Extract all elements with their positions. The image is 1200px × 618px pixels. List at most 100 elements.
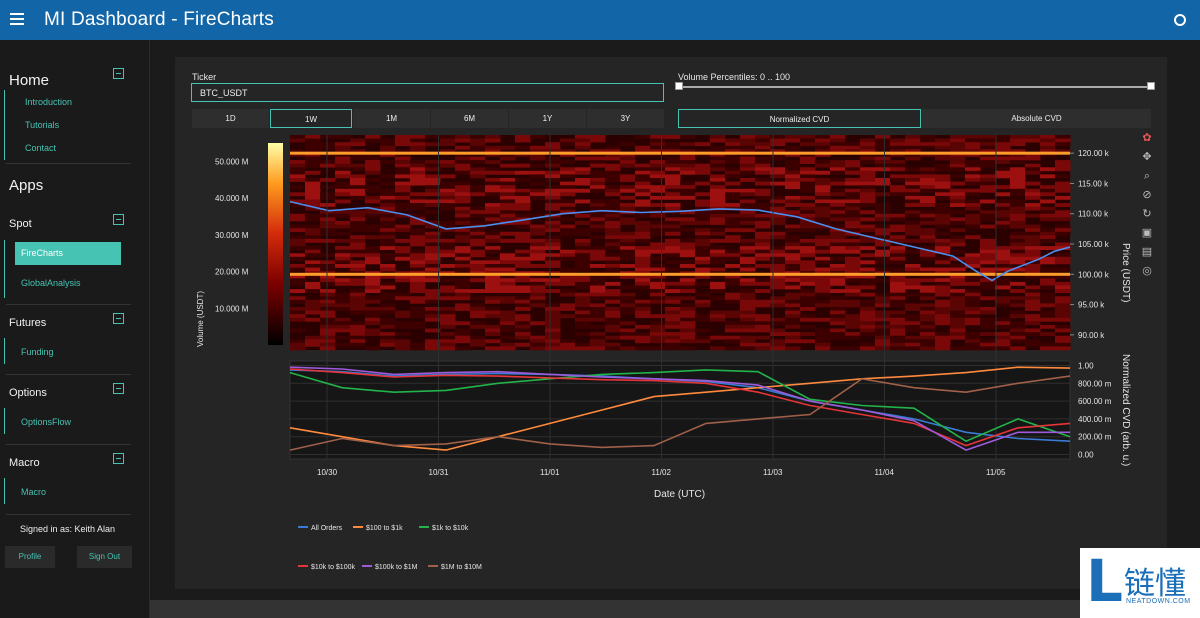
percentile-low-handle[interactable] <box>675 82 683 90</box>
legend-label[interactable]: $100 to $1k <box>366 525 403 532</box>
heatmap-cell <box>845 195 861 200</box>
normalized-cvd-button[interactable]: Normalized CVD <box>678 109 921 128</box>
heatmap-cell <box>470 335 486 340</box>
profile-button[interactable]: Profile <box>5 546 55 568</box>
collapse-macro-button[interactable] <box>113 453 124 464</box>
lasso-icon[interactable]: ⊘ <box>1142 189 1152 201</box>
heatmap-cell <box>320 224 336 229</box>
sidebar-item-tutorials[interactable]: Tutorials <box>25 120 60 130</box>
heatmap-cell <box>965 339 981 344</box>
sidebar-item-optionsflow[interactable]: OptionsFlow <box>21 417 72 427</box>
range-1m-button[interactable]: 1M <box>353 109 430 128</box>
heatmap-cell <box>755 156 771 161</box>
collapse-spot-button[interactable] <box>113 214 124 225</box>
heatmap-cell <box>755 231 771 236</box>
heatmap-cell <box>785 317 801 322</box>
heatmap-cell <box>335 188 351 193</box>
heatmap-cell <box>785 242 801 247</box>
ticker-input[interactable] <box>191 83 664 102</box>
range-6m-button[interactable]: 6M <box>431 109 508 128</box>
menu-icon[interactable] <box>10 13 24 25</box>
heatmap-cell <box>350 174 366 179</box>
heatmap-cell <box>605 188 621 193</box>
heatmap-cell <box>500 206 516 211</box>
heatmap-cell <box>980 224 996 229</box>
heatmap-cell <box>440 188 456 193</box>
heatmap-cell <box>755 206 771 211</box>
heatmap-cell <box>605 228 621 233</box>
colorbar <box>268 143 283 345</box>
sidebar-item-contact[interactable]: Contact <box>25 143 57 153</box>
heatmap-cell <box>860 156 876 161</box>
heatmap-cell <box>470 321 486 326</box>
legend-label[interactable]: $1M to $10M <box>441 564 482 571</box>
heatmap-cell <box>875 135 891 139</box>
sign-out-button[interactable]: Sign Out <box>77 546 132 568</box>
pan-icon[interactable]: ✥ <box>1142 151 1152 163</box>
heatmap-cell <box>800 210 816 215</box>
color-wheel-icon[interactable]: ✿ <box>1142 132 1152 144</box>
heatmap-cell <box>425 163 441 168</box>
range-1y-button[interactable]: 1Y <box>509 109 586 128</box>
heatmap-cell <box>365 256 381 261</box>
sidebar-item-introduction[interactable]: Introduction <box>25 97 73 107</box>
heatmap-cell <box>755 145 771 150</box>
heatmap-cell <box>680 170 696 175</box>
price-tick-label: 105.00 k <box>1078 240 1110 249</box>
heatmap-cell <box>1010 224 1026 229</box>
legend-label[interactable]: $1k to $10k <box>432 525 469 532</box>
heatmap-cell <box>875 156 891 161</box>
heatmap-cell <box>515 206 531 211</box>
heatmap-cell <box>380 145 396 150</box>
heatmap-cell <box>635 145 651 150</box>
heatmap-cell <box>605 321 621 326</box>
heatmap-cell <box>350 321 366 326</box>
legend-label[interactable]: $10k to $100k <box>311 564 355 571</box>
download-icon[interactable]: ▣ <box>1141 227 1153 239</box>
absolute-cvd-button[interactable]: Absolute CVD <box>922 109 1151 128</box>
percentile-range-slider[interactable] <box>678 86 1151 88</box>
heatmap-cell <box>650 167 666 172</box>
heatmap-cell <box>905 307 921 311</box>
heatmap-cell <box>785 135 801 139</box>
collapse-futures-button[interactable] <box>113 313 124 324</box>
heatmap-cell <box>740 192 756 197</box>
heatmap-cell <box>485 281 501 286</box>
target-icon[interactable]: ◎ <box>1142 265 1152 277</box>
heatmap-cell <box>320 303 336 308</box>
heatmap-cell <box>905 152 921 157</box>
heatmap-cell <box>980 249 996 254</box>
heatmap-cell <box>1010 206 1026 211</box>
settings-ring-icon[interactable] <box>1174 14 1186 26</box>
message-icon[interactable]: ▤ <box>1141 246 1153 258</box>
sidebar-item-firecharts[interactable]: FireCharts <box>15 242 121 265</box>
heatmap-cell <box>695 235 711 240</box>
heatmap-cell <box>665 185 681 190</box>
range-1d-button[interactable]: 1D <box>192 109 269 128</box>
legend-label[interactable]: All Orders <box>311 525 343 532</box>
sidebar-item-funding[interactable]: Funding <box>21 347 54 357</box>
heatmap-cell <box>515 278 531 283</box>
heatmap-cell <box>1040 188 1056 193</box>
heatmap-cell <box>680 238 696 243</box>
sidebar-item-macro[interactable]: Macro <box>21 487 47 497</box>
heatmap-cell <box>335 224 351 229</box>
heatmap-cell <box>740 267 756 272</box>
legend-label[interactable]: $100k to $1M <box>375 564 418 571</box>
reset-icon[interactable]: ↻ <box>1142 208 1152 220</box>
zoom-icon[interactable]: ⌕ <box>1143 170 1151 182</box>
heatmap-cell <box>410 249 426 254</box>
heatmap-cell <box>560 217 576 222</box>
percentile-high-handle[interactable] <box>1147 82 1155 90</box>
collapse-options-button[interactable] <box>113 383 124 394</box>
collapse-home-button[interactable] <box>113 68 124 79</box>
sidebar-item-globalanalysis[interactable]: GlobalAnalysis <box>21 278 81 288</box>
heatmap-cell <box>1040 135 1056 139</box>
heatmap-cell <box>815 138 831 143</box>
heatmap-cell <box>1010 185 1026 190</box>
range-3y-button[interactable]: 3Y <box>587 109 664 128</box>
heatmap-cell <box>350 310 366 315</box>
range-1w-button[interactable]: 1W <box>270 109 352 128</box>
heatmap-cell <box>635 314 651 319</box>
heatmap-cell <box>335 145 351 150</box>
